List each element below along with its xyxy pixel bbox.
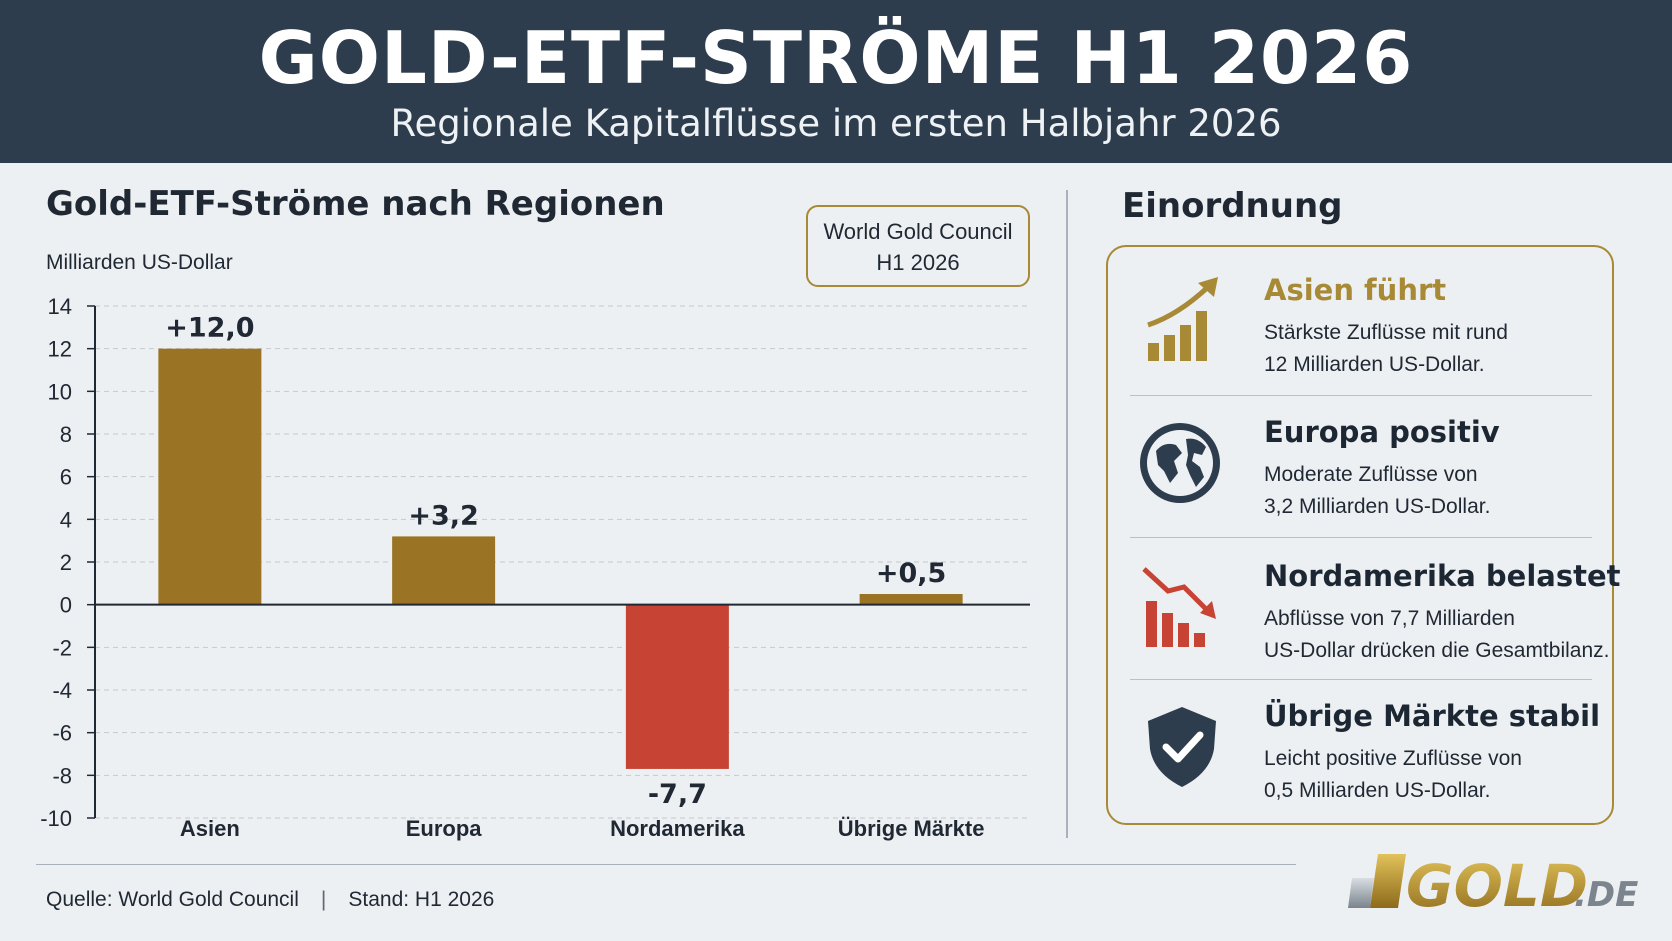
- chart-title: Gold-ETF-Ströme nach Regionen: [46, 184, 665, 224]
- sidebar-separator: [1130, 679, 1592, 680]
- footer-divider: [36, 864, 1296, 865]
- y-tick-label: 14: [48, 294, 72, 319]
- sidebar-text-line: Moderate Zuflüsse von: [1264, 463, 1478, 486]
- sidebar-heading-nordamerika: Nordamerika belastet: [1264, 559, 1621, 593]
- logo-bar-gold: [1370, 854, 1406, 908]
- sidebar-separator: [1130, 395, 1592, 396]
- sidebar-text-europa: Moderate Zuflüsse von 3,2 Milliarden US-…: [1264, 459, 1490, 523]
- bar-nordamerika: [625, 604, 729, 769]
- y-tick-label: 12: [48, 337, 72, 362]
- source-box-line-2: H1 2026: [876, 250, 960, 275]
- sidebar-text-line: Abflüsse von 7,7 Milliarden: [1264, 607, 1515, 630]
- sidebar-title: Einordnung: [1122, 186, 1343, 226]
- sidebar-text-line: Leicht positive Zuflüsse von: [1264, 747, 1522, 770]
- sidebar-box: Asien führt Stärkste Zuflüsse mit rund 1…: [1106, 245, 1621, 825]
- data-label: -7,7: [648, 779, 707, 810]
- globe-icon: [1140, 423, 1220, 503]
- header-banner: GOLD-ETF-STRÖME H1 2026 Regionale Kapita…: [0, 0, 1672, 163]
- page-subtitle: Regionale Kapitalflüsse im ersten Halbja…: [390, 102, 1282, 145]
- y-tick-label: 0: [60, 593, 72, 618]
- source-box-line-1: World Gold Council: [823, 219, 1013, 244]
- sidebar-text-line: 12 Milliarden US-Dollar.: [1264, 353, 1485, 376]
- footer-source: Quelle: World Gold Council: [46, 888, 299, 911]
- data-label: +12,0: [165, 313, 254, 344]
- sidebar-text-uebrige: Leicht positive Zuflüsse von 0,5 Milliar…: [1264, 743, 1522, 807]
- sidebar-separator: [1130, 537, 1592, 538]
- sidebar-heading-asien: Asien führt: [1264, 273, 1447, 307]
- footer-separator: |: [320, 888, 327, 911]
- y-tick-label: -6: [52, 721, 72, 746]
- x-category-label: Nordamerika: [610, 816, 745, 841]
- sidebar-heading-uebrige: Übrige Märkte stabil: [1264, 699, 1601, 733]
- y-tick-label: 2: [60, 550, 72, 575]
- x-category-label: Asien: [180, 816, 240, 841]
- footer-date: Stand: H1 2026: [348, 888, 495, 911]
- sidebar-text-line: US-Dollar drücken die Gesamtbilanz.: [1264, 639, 1610, 662]
- data-label: +0,5: [876, 558, 946, 589]
- sidebar-text-asien: Stärkste Zuflüsse mit rund 12 Milliarden…: [1264, 317, 1508, 381]
- falling-chart-icon: [1142, 567, 1216, 647]
- sidebar-text-line: Stärkste Zuflüsse mit rund: [1264, 321, 1508, 344]
- x-category-label: Europa: [406, 816, 483, 841]
- y-tick-label: 6: [60, 465, 72, 490]
- panel-divider: [1066, 190, 1068, 838]
- bar-chart: 14 12 10 8 6 4 2 0 -2 -4 -6 -8 -10 +12,0 Asien +3,2 Euro…: [40, 294, 1030, 841]
- logo-suffix: .DE: [1574, 875, 1638, 915]
- data-label: +3,2: [408, 500, 478, 531]
- sidebar-text-line: 3,2 Milliarden US-Dollar.: [1264, 495, 1491, 518]
- chart-source-box: World Gold Council H1 2026: [806, 205, 1030, 287]
- bar-asien: [158, 348, 262, 605]
- y-tick-label: -10: [40, 806, 72, 831]
- gold-de-logo: GOLD .DE: [1348, 852, 1638, 916]
- page-title: GOLD-ETF-STRÖME H1 2026: [258, 16, 1414, 100]
- x-category-label: Übrige Märkte: [838, 816, 985, 841]
- logo-wordmark: GOLD: [1406, 852, 1588, 916]
- y-tick-label: -4: [52, 678, 72, 703]
- logo-bar-silver: [1348, 878, 1374, 908]
- shield-check-icon: [1148, 707, 1216, 787]
- y-tick-label: 8: [60, 422, 72, 447]
- rising-chart-icon: [1147, 277, 1218, 361]
- bar--brige-m-rkte: [859, 594, 963, 605]
- y-tick-label: 10: [48, 379, 72, 404]
- y-tick-label: -8: [52, 763, 72, 788]
- sidebar-text-nordamerika: Abflüsse von 7,7 Milliarden US-Dollar dr…: [1264, 603, 1609, 667]
- chart-unit-label: Milliarden US-Dollar: [46, 251, 233, 274]
- sidebar-text-line: 0,5 Milliarden US-Dollar.: [1264, 779, 1491, 802]
- y-tick-label: -2: [52, 635, 72, 660]
- bar-europa: [392, 536, 496, 605]
- footer: Quelle: World Gold Council | Stand: H1 202…: [46, 888, 494, 912]
- sidebar-heading-europa: Europa positiv: [1264, 415, 1500, 449]
- y-tick-label: 4: [60, 507, 72, 532]
